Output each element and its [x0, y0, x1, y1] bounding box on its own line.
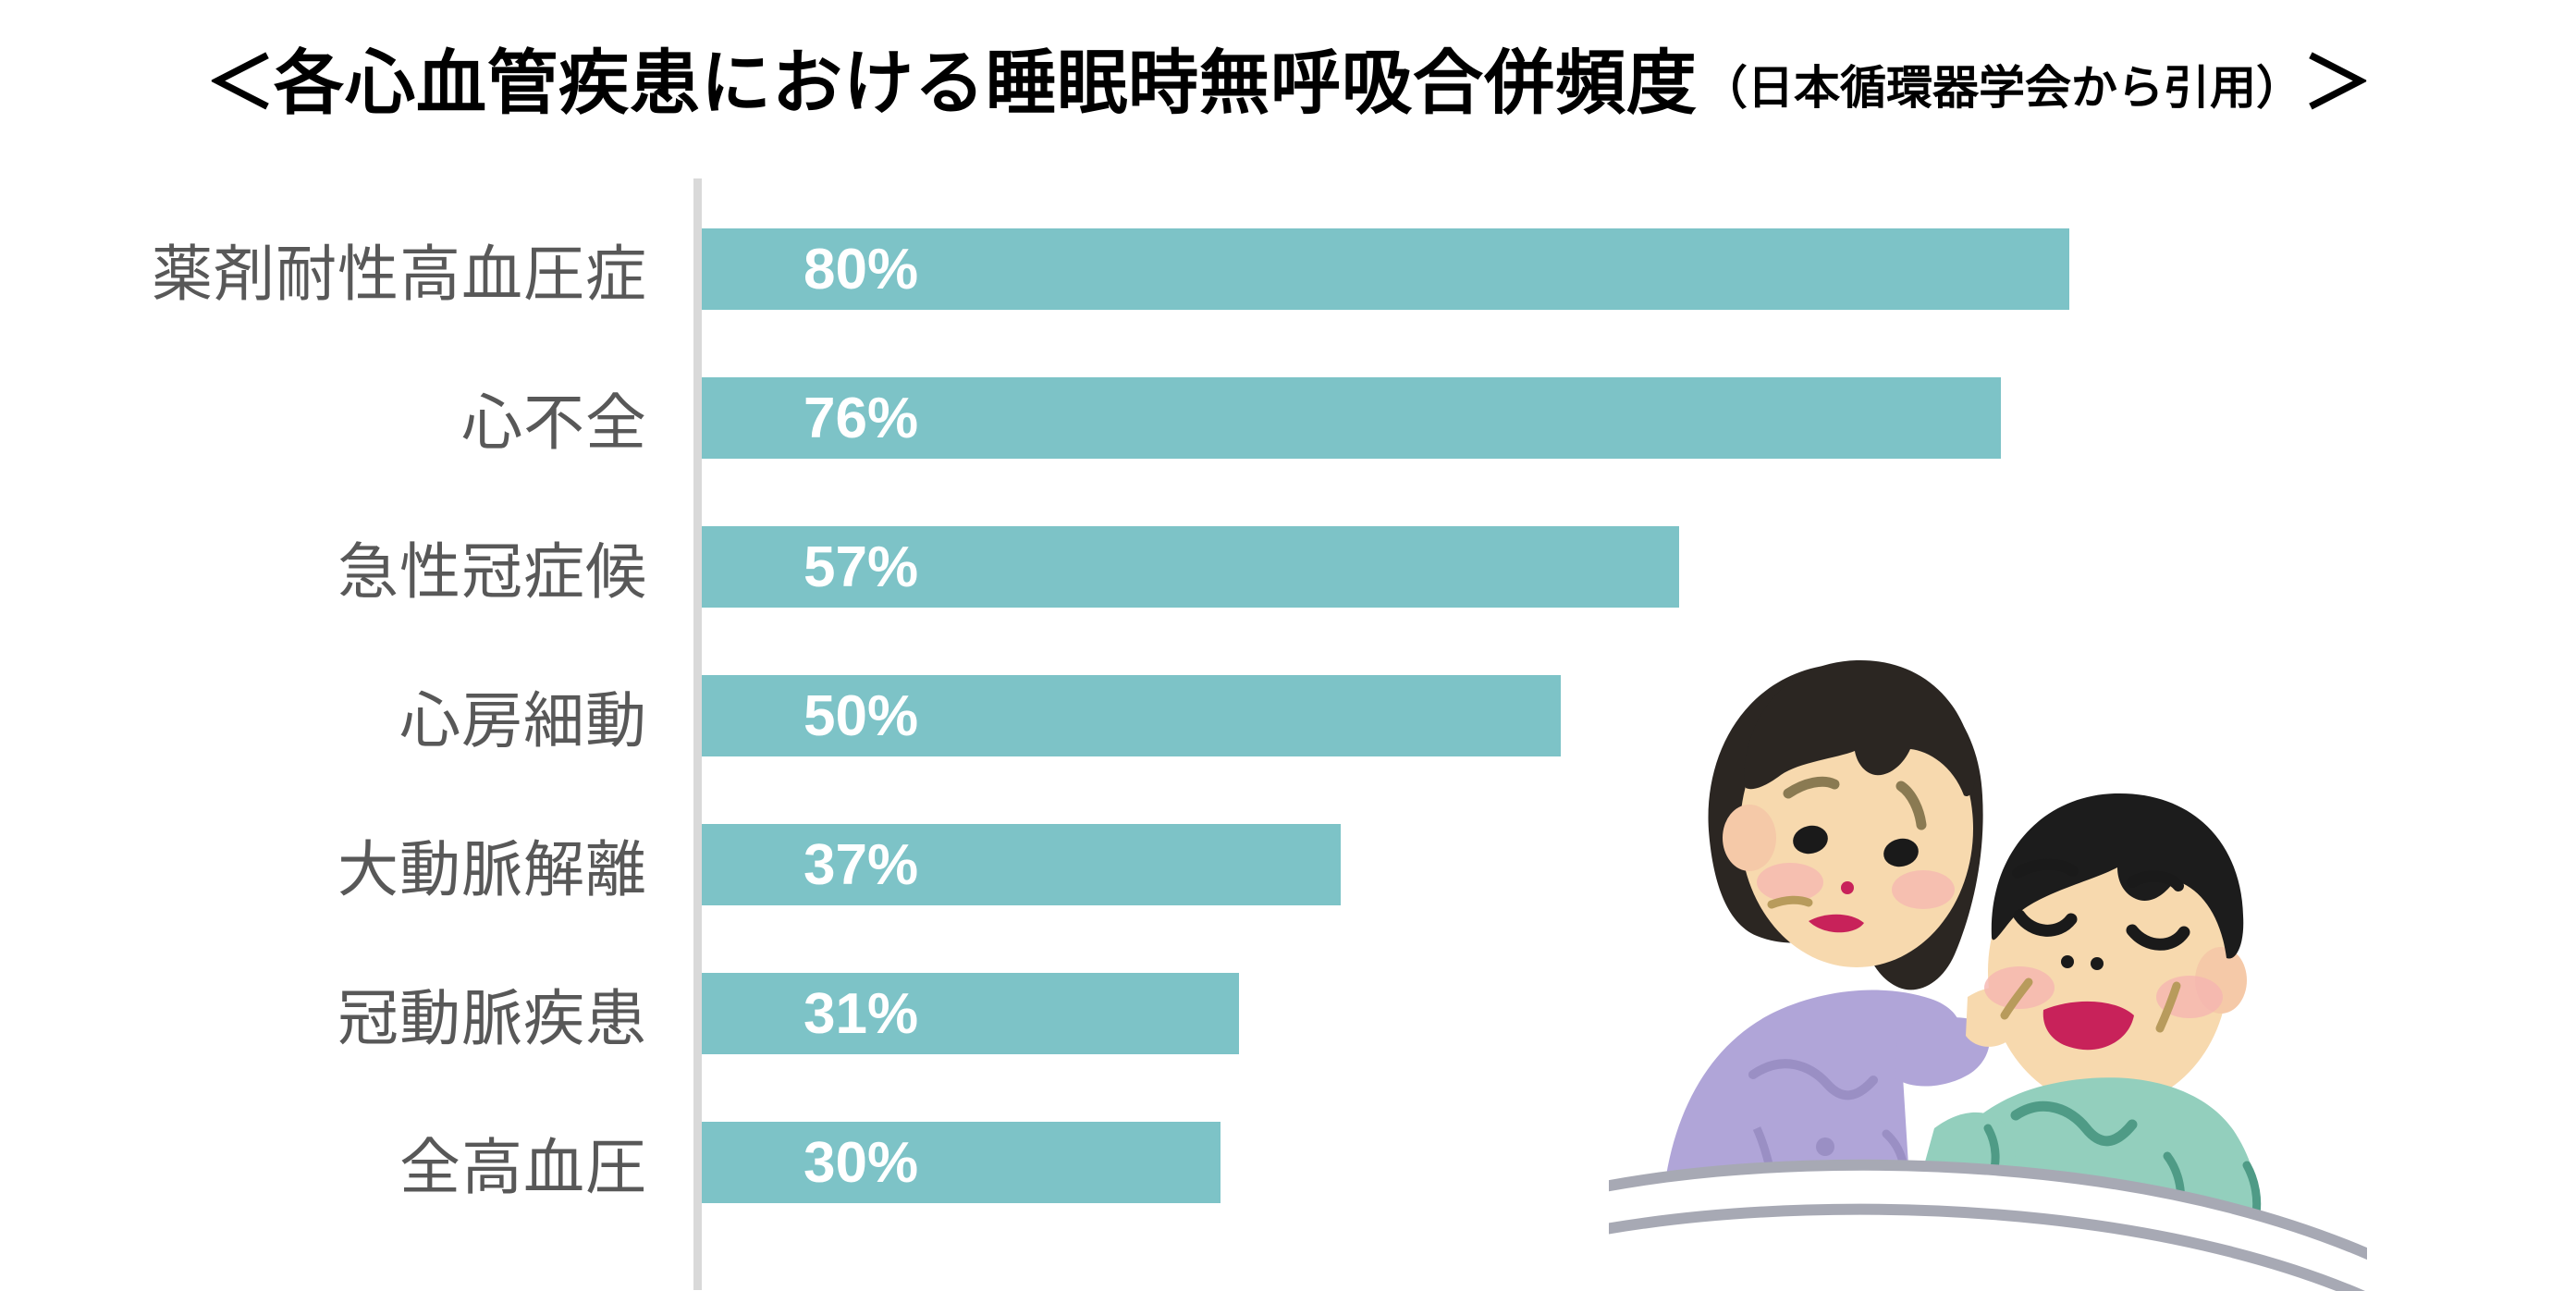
page-title: ＜ 各心血管疾患における睡眠時無呼吸合併頻度 （日本循環器学会から引用） ＞: [0, 26, 2576, 123]
couple-in-bed-illustration: [1609, 610, 2367, 1291]
woman-mouth: [1809, 914, 1864, 933]
woman-blush-right: [1892, 870, 1955, 909]
man-eyebrow-left: [2012, 858, 2079, 879]
woman-collar: [1748, 1059, 1878, 1100]
bar-1: [702, 377, 2001, 459]
man-nostril-left: [2061, 955, 2074, 968]
man-nostril-right: [2091, 957, 2104, 970]
table-row: 心不全 76%: [0, 377, 2576, 459]
bar-value-label-2: 57%: [803, 535, 919, 599]
table-row: 心房細動 50%: [0, 675, 2576, 756]
table-row: 急性冠症候 57%: [0, 526, 2576, 608]
man-collar: [2010, 1100, 2138, 1147]
man-mouth-open-snoring: [2042, 1001, 2134, 1051]
bar-0: [702, 228, 2069, 310]
category-label-5: 冠動脈疾患: [337, 984, 647, 1052]
woman-eyebrow-right: [1895, 781, 1927, 830]
category-label-1: 心不全: [461, 388, 647, 457]
woman-ear: [1723, 805, 1776, 871]
woman-nose: [1841, 881, 1854, 894]
bar-3: [702, 675, 1561, 756]
category-label-3: 心房細動: [399, 686, 647, 755]
woman-eye-right: [1883, 838, 1919, 867]
category-label-6: 全高血圧: [399, 1133, 647, 1201]
bar-5: [702, 973, 1239, 1054]
table-row: 大動脈解離 37%: [0, 824, 2576, 905]
title-main-text: 各心血管疾患における睡眠時無呼吸合併頻度: [274, 44, 1698, 123]
horizontal-bar-chart: 薬剤耐性高血圧症 80% 心不全 76% 急性冠症候 57% 心房細動 50% …: [0, 139, 2576, 1291]
man-eyebrow-right: [2127, 870, 2184, 891]
table-row: 薬剤耐性高血圧症 80%: [0, 228, 2576, 310]
woman-blush-left: [1757, 863, 1823, 902]
woman-eyebrow-left: [1783, 776, 1840, 799]
man-face-line-left: [2000, 977, 2033, 1020]
title-open-bracket: ＜: [205, 44, 276, 123]
category-label-0: 薬剤耐性高血圧症: [152, 240, 647, 308]
woman-cheek-line: [1767, 895, 1813, 909]
y-axis-line: [693, 178, 702, 1290]
blanket-top-edge: [1609, 1159, 2367, 1260]
man-face-line-right: [2155, 981, 2181, 1033]
bar-value-label-6: 30%: [803, 1130, 919, 1195]
table-row: 冠動脈疾患 31%: [0, 973, 2576, 1054]
woman-eye-left: [1793, 825, 1828, 855]
bar-4: [702, 824, 1341, 905]
bar-6: [702, 1122, 1221, 1203]
category-label-4: 大動脈解離: [337, 835, 647, 904]
title-close-bracket: ＞: [2302, 44, 2373, 123]
blanket-bottom-edge: [1609, 1203, 2365, 1291]
category-label-2: 急性冠症候: [337, 537, 647, 606]
bar-2: [702, 526, 1679, 608]
bar-value-label-1: 76%: [803, 386, 919, 450]
man-eye-right-closed: [2126, 924, 2190, 951]
futon-blanket: [1609, 1159, 2367, 1291]
bar-value-label-3: 50%: [803, 683, 919, 748]
man-face: [1988, 834, 2228, 1108]
man-eye-left-closed: [2013, 909, 2078, 937]
table-row: 全高血圧 30%: [0, 1122, 2576, 1203]
woman-hair-fringe: [1744, 659, 1975, 797]
bar-value-label-4: 37%: [803, 832, 919, 897]
title-subtitle-source: （日本循環器学会から引用）: [1701, 62, 2302, 114]
bar-value-label-5: 31%: [803, 981, 919, 1046]
man-hair: [1991, 793, 2244, 959]
bar-value-label-0: 80%: [803, 237, 919, 301]
woman-button-1: [1816, 1137, 1834, 1156]
